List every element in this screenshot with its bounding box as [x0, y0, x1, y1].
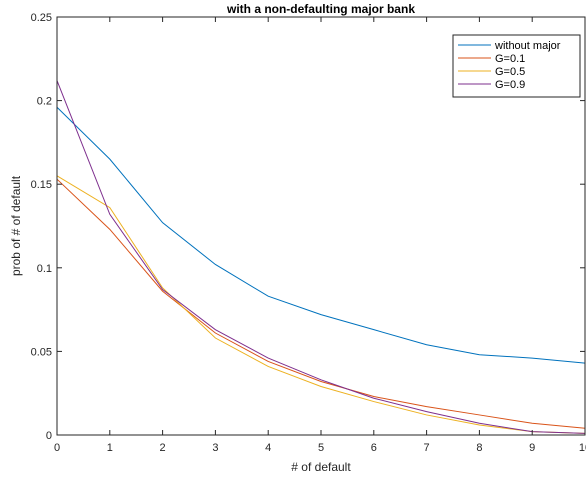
x-tick-label: 1 — [107, 442, 113, 454]
x-tick-label: 3 — [212, 442, 218, 454]
series-line-g-0-1 — [56, 178, 586, 429]
x-tick-label: 4 — [265, 442, 271, 454]
y-tick-label: 0.1 — [37, 263, 52, 275]
y-tick-label: 0 — [46, 430, 52, 442]
axes-layer: 0 1 2 3 4 5 6 7 8 9 10 0 0.05 0.1 0.15 0.2 0.25 — [31, 12, 586, 454]
x-tick-label: 6 — [371, 442, 377, 454]
series-line-g-0-5 — [56, 175, 586, 434]
series-line-without-major — [56, 106, 586, 364]
x-tick-label: 2 — [160, 442, 166, 454]
legend-label-g-0-9: G=0.9 — [495, 79, 525, 91]
series-line-g-0-9 — [56, 80, 586, 434]
y-tick-label: 0.05 — [31, 346, 52, 358]
y-axis-label: prob of # of default — [9, 175, 23, 276]
chart-title: with a non-defaulting major bank — [226, 2, 415, 16]
x-axis-label: # of default — [291, 460, 351, 474]
series-layer — [56, 80, 586, 434]
x-tick-label: 7 — [424, 442, 430, 454]
x-tick-label: 10 — [579, 442, 586, 454]
x-tick-label: 9 — [529, 442, 535, 454]
x-tick-label: 0 — [54, 442, 60, 454]
legend-label-without-major: without major — [494, 40, 561, 52]
legend-label-g-0-5: G=0.5 — [495, 66, 525, 78]
x-tick-label: 8 — [476, 442, 482, 454]
legend-label-g-0-1: G=0.1 — [495, 53, 525, 65]
x-tick-label: 5 — [318, 442, 324, 454]
y-tick-label: 0.15 — [31, 179, 52, 191]
y-tick-label: 0.25 — [31, 12, 52, 24]
y-tick-label: 0.2 — [37, 96, 52, 108]
